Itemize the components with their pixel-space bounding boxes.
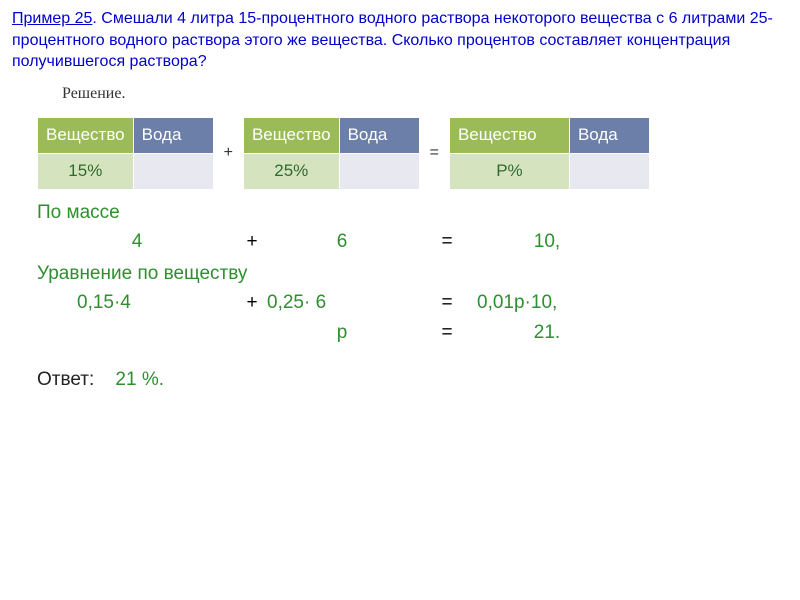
t3-header-water: Вода: [569, 117, 649, 153]
substance-equation: 0,15·4 + 0,25· 6 = 0,01p·10,: [37, 288, 788, 317]
t2-value-substance: 25%: [243, 153, 339, 189]
subst-op: +: [237, 288, 267, 317]
subst-a: 0,15·4: [37, 288, 237, 317]
answer-line: Ответ: 21 %.: [37, 365, 788, 394]
t1-value-substance: 15%: [38, 153, 134, 189]
t3-value-substance: P%: [449, 153, 569, 189]
mass-eq: =: [417, 227, 477, 256]
mass-b: 6: [267, 227, 417, 256]
mass-op: +: [237, 227, 267, 256]
subst-eq: =: [417, 288, 477, 317]
problem-text: . Смешали 4 литра 15-процентного водного…: [12, 10, 773, 70]
t3-header-substance: Вещество: [449, 117, 569, 153]
p-op: [237, 318, 267, 347]
table-2: Вещество Вода 25%: [243, 117, 420, 190]
p-b: p: [267, 318, 417, 347]
solution-label: Решение.: [62, 85, 788, 103]
mass-label: По массе: [37, 198, 788, 227]
problem-title: Пример 25: [12, 10, 92, 27]
eq-label: Уравнение по веществу: [37, 259, 788, 288]
mass-c: 10,: [477, 227, 617, 256]
t1-header-water: Вода: [133, 117, 213, 153]
answer-word: Ответ:: [37, 369, 94, 390]
t3-value-water: [569, 153, 649, 189]
mass-a: 4: [37, 227, 237, 256]
answer-value: 21 %.: [115, 369, 164, 390]
table-3: Вещество Вода P%: [449, 117, 650, 190]
t2-header-substance: Вещество: [243, 117, 339, 153]
p-eq: =: [417, 318, 477, 347]
p-a: [37, 318, 237, 347]
table-1: Вещество Вода 15%: [37, 117, 214, 190]
subst-b: 0,25· 6: [267, 288, 417, 317]
t2-value-water: [339, 153, 419, 189]
plus-op: +: [222, 144, 235, 162]
p-line: p = 21.: [37, 318, 788, 347]
t2-header-water: Вода: [339, 117, 419, 153]
p-c: 21.: [477, 318, 617, 347]
subst-c: 0,01p·10,: [477, 288, 617, 317]
t1-value-water: [133, 153, 213, 189]
equations-block: По массе 4 + 6 = 10, Уравнение по вещест…: [37, 198, 788, 395]
t1-header-substance: Вещество: [38, 117, 134, 153]
problem-statement: Пример 25. Смешали 4 литра 15-процентног…: [12, 8, 788, 73]
tables-row: Вещество Вода 15% + Вещество Вода 25% = …: [37, 117, 788, 190]
eq-op: =: [428, 144, 441, 162]
mass-equation: 4 + 6 = 10,: [37, 227, 788, 256]
